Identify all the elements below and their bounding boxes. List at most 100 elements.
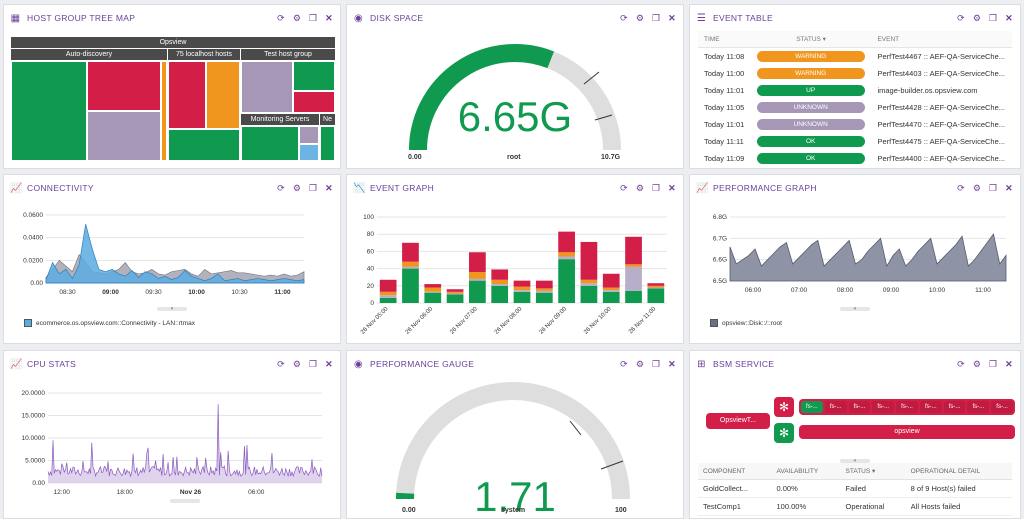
bar-segment[interactable] xyxy=(625,290,642,303)
column-header[interactable]: COMPONENT xyxy=(698,463,772,480)
gear-icon[interactable]: ✻ xyxy=(774,397,794,417)
bsm-component-node[interactable]: fs-... xyxy=(872,401,895,413)
column-header[interactable]: TIME xyxy=(698,31,751,48)
treemap-cell[interactable] xyxy=(293,91,335,113)
bar-segment[interactable] xyxy=(469,278,486,281)
resize-handle[interactable]: ▾ xyxy=(157,307,187,312)
gear-icon[interactable]: ⚙ xyxy=(292,183,302,193)
event-cell[interactable]: PerfTest4467 :: AEF-QA-ServiceChe... xyxy=(877,51,1006,61)
bar-segment[interactable] xyxy=(535,288,553,291)
bsm-component-node[interactable]: fs-... xyxy=(824,401,847,413)
bar-segment[interactable] xyxy=(491,285,509,303)
copy-icon[interactable]: ❐ xyxy=(651,183,661,193)
close-icon[interactable]: ✕ xyxy=(1005,183,1013,193)
bar-segment[interactable] xyxy=(647,283,665,286)
column-header[interactable]: STATUS ▾ xyxy=(840,463,906,480)
treemap-group-label[interactable]: Test host group xyxy=(241,49,335,60)
gear-icon[interactable]: ✻ xyxy=(774,423,794,443)
treemap-cell[interactable] xyxy=(161,61,167,161)
table-row[interactable]: Today 11:11 OK PerfTest4475 :: AEF-QA-Serv… xyxy=(698,133,1012,150)
bar-segment[interactable] xyxy=(446,294,464,303)
bsm-opsview-node[interactable]: opsview xyxy=(799,425,1015,439)
copy-icon[interactable]: ❐ xyxy=(988,13,998,23)
event-cell[interactable]: PerfTest4475 :: AEF-QA-ServiceChe... xyxy=(877,136,1006,146)
treemap-group-label[interactable]: 75 localhost hosts xyxy=(168,49,240,60)
bar-segment[interactable] xyxy=(446,291,464,294)
event-cell[interactable]: PerfTest4400 :: AEF-QA-ServiceChe... xyxy=(877,153,1006,163)
bar-segment[interactable] xyxy=(647,287,665,289)
resize-handle[interactable]: ▾ xyxy=(840,307,870,312)
refresh-icon[interactable]: ⟳ xyxy=(277,183,285,193)
bar-segment[interactable] xyxy=(513,291,531,303)
close-icon[interactable]: ✕ xyxy=(325,183,333,193)
table-row[interactable]: GoldCollect... 0.00% Failed 8 of 9 Host(… xyxy=(698,479,1012,498)
bar-segment[interactable] xyxy=(535,290,553,293)
event-cell[interactable]: PerfTest4428 :: AEF-QA-ServiceChe... xyxy=(877,102,1006,112)
bar-segment[interactable] xyxy=(446,289,464,292)
treemap-group-label[interactable]: Ne xyxy=(320,114,335,125)
treemap-cell[interactable] xyxy=(11,61,87,161)
treemap-cell[interactable] xyxy=(293,61,335,91)
bsm-component-node[interactable]: fs-... xyxy=(967,401,990,413)
table-row[interactable]: Today 11:01 UNKNOWN PerfTest4470 :: AEF-QA… xyxy=(698,116,1012,133)
bar-segment[interactable] xyxy=(513,280,531,287)
bar-segment[interactable] xyxy=(513,286,531,291)
treemap-cell[interactable] xyxy=(168,129,240,161)
table-row[interactable]: Today 11:08 WARNING PerfTest4467 :: AEF-QA… xyxy=(698,48,1012,65)
bsm-component-node[interactable]: fs-... xyxy=(943,401,966,413)
close-icon[interactable]: ✕ xyxy=(668,13,676,23)
event-cell[interactable]: PerfTest4403 :: AEF-QA-ServiceChe... xyxy=(877,68,1006,78)
treemap-cell[interactable] xyxy=(206,61,240,129)
treemap-root-label[interactable]: Opsview xyxy=(11,37,335,48)
treemap-cell[interactable] xyxy=(241,61,293,113)
bar-segment[interactable] xyxy=(469,280,486,303)
bar-segment[interactable] xyxy=(580,241,598,280)
bar-segment[interactable] xyxy=(602,291,620,303)
refresh-icon[interactable]: ⟳ xyxy=(957,13,965,23)
bsm-component-node[interactable]: fs-... xyxy=(991,401,1014,413)
bsm-root-node[interactable]: OpsviewT... xyxy=(706,413,770,429)
bar-segment[interactable] xyxy=(402,266,419,269)
bsm-component-node[interactable]: fs-... xyxy=(801,401,823,413)
refresh-icon[interactable]: ⟳ xyxy=(620,13,628,23)
resize-handle[interactable] xyxy=(170,499,200,503)
refresh-icon[interactable]: ⟳ xyxy=(277,13,285,23)
copy-icon[interactable]: ❐ xyxy=(651,359,661,369)
column-header[interactable]: OPERATIONAL DETAIL xyxy=(905,463,1012,480)
bar-segment[interactable] xyxy=(379,291,397,296)
bar-segment[interactable] xyxy=(558,259,575,303)
bar-segment[interactable] xyxy=(379,297,397,303)
bar-segment[interactable] xyxy=(580,279,598,284)
table-row[interactable]: Today 11:09 OK PerfTest4400 :: AEF-QA-Serv… xyxy=(698,150,1012,167)
event-cell[interactable]: PerfTest4470 :: AEF-QA-ServiceChe... xyxy=(877,119,1006,129)
close-icon[interactable]: ✕ xyxy=(325,13,333,23)
bar-segment[interactable] xyxy=(558,231,575,253)
bar-segment[interactable] xyxy=(379,295,397,298)
treemap-cell[interactable] xyxy=(241,126,299,161)
column-header[interactable]: STATUS ▾ xyxy=(750,31,872,48)
table-row[interactable]: Today 11:05 UNKNOWN PerfTest4428 :: AEF-QA… xyxy=(698,99,1012,116)
bar-segment[interactable] xyxy=(602,290,620,292)
bar-segment[interactable] xyxy=(647,285,665,288)
copy-icon[interactable]: ❐ xyxy=(308,359,318,369)
gear-icon[interactable]: ⚙ xyxy=(972,13,982,23)
refresh-icon[interactable]: ⟳ xyxy=(620,183,628,193)
copy-icon[interactable]: ❐ xyxy=(988,359,998,369)
bar-segment[interactable] xyxy=(402,242,419,262)
refresh-icon[interactable]: ⟳ xyxy=(277,359,285,369)
copy-icon[interactable]: ❐ xyxy=(651,13,661,23)
bar-segment[interactable] xyxy=(491,279,509,285)
bar-segment[interactable] xyxy=(424,287,442,292)
bar-segment[interactable] xyxy=(625,266,642,291)
resize-handle[interactable]: ▾ xyxy=(840,459,870,464)
bar-segment[interactable] xyxy=(491,284,509,286)
gear-icon[interactable]: ⚙ xyxy=(972,183,982,193)
bsm-component-node[interactable]: fs-... xyxy=(896,401,918,413)
copy-icon[interactable]: ❐ xyxy=(308,13,318,23)
refresh-icon[interactable]: ⟳ xyxy=(620,359,628,369)
refresh-icon[interactable]: ⟳ xyxy=(957,183,965,193)
bar-segment[interactable] xyxy=(402,268,419,303)
gear-icon[interactable]: ⚙ xyxy=(635,359,645,369)
bar-segment[interactable] xyxy=(558,252,575,257)
treemap-cell[interactable] xyxy=(299,126,319,144)
